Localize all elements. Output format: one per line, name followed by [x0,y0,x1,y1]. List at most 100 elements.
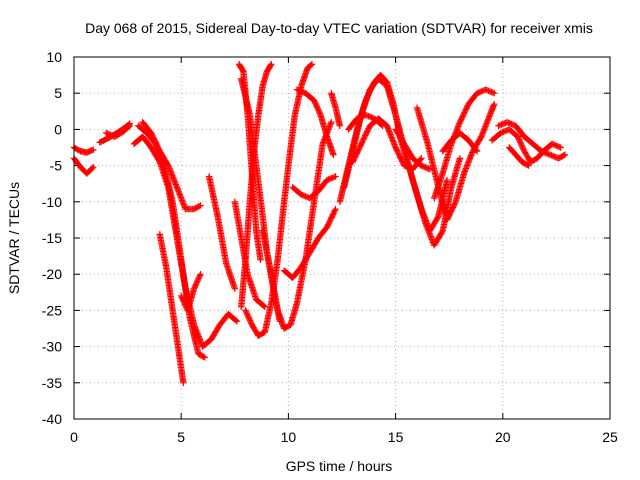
data-point [324,222,331,229]
data-point [296,87,304,94]
data-point [548,152,555,159]
plot-frame [73,56,611,420]
data-point [396,152,403,160]
data-point [423,164,431,172]
data-point [314,105,322,113]
data-point [459,113,466,120]
data-point [154,143,161,151]
series-arc-7 [139,118,204,213]
data-point [307,61,315,69]
data-point [364,126,372,134]
data-point [248,320,255,327]
data-point [358,140,365,148]
data-point [473,90,481,97]
data-point [434,214,441,221]
series-arc-9 [178,271,204,314]
data-point [191,284,198,291]
data-point [485,87,492,94]
data-point [246,315,253,323]
data-point [516,137,523,145]
data-point [359,137,366,145]
axis-ticks: 0 5 10 15 20 25 -40 -35 -30 -25 -20 -15 -10 -5 0 5 10 [42,49,618,445]
data-points [70,61,569,386]
data-point [355,114,362,122]
y-tick-label: -5 [50,158,63,174]
data-point [148,131,156,138]
data-point [397,155,405,162]
data-point [328,214,335,221]
data-point [152,139,160,146]
data-point [362,132,369,139]
data-point [151,138,159,145]
y-tick-label: -35 [42,375,62,391]
data-point [517,139,524,146]
data-point [486,88,494,95]
data-point [418,155,425,162]
data-point [501,120,508,127]
data-point [164,161,171,168]
data-point [336,122,344,129]
data-point [147,129,155,137]
data-point [447,209,454,217]
data-point [420,163,428,171]
series-arc-15 [238,61,275,310]
data-point [200,353,207,360]
data-point [418,162,425,169]
series-arc-26 [413,100,498,224]
data-point [419,163,426,170]
data-point [479,87,486,94]
data-point [358,113,365,120]
data-point [331,208,338,216]
y-tick-label: -10 [42,194,62,210]
data-point [105,131,113,138]
data-point [354,147,362,155]
y-tick-label: 0 [54,121,62,137]
data-point [505,119,512,126]
y-tick-label: 10 [46,49,62,65]
data-point [551,141,559,149]
data-point [327,216,334,224]
y-axis-label: SDTVAR / TECUs [6,182,22,294]
data-point [308,61,316,68]
data-point [462,106,470,113]
data-point [445,213,452,221]
series-arc-3 [96,120,133,146]
data-point [107,131,114,139]
data-point [517,140,525,148]
data-point [476,88,484,96]
data-point [491,100,498,108]
x-tick-label: 20 [495,429,511,445]
data-point [300,192,308,199]
data-point [153,142,161,149]
data-point [197,271,204,278]
x-tick-label: 15 [388,429,404,445]
data-point [461,109,468,116]
data-point [193,279,200,287]
data-point [461,107,469,115]
grid [74,57,610,419]
data-point [194,278,201,285]
data-point [325,221,332,228]
data-point [365,112,372,120]
data-point [243,310,251,317]
data-point [246,317,254,324]
data-point [242,307,249,314]
data-point [550,141,557,148]
data-point [244,311,251,318]
data-point [295,86,302,94]
data-point [315,107,322,114]
data-point [293,86,301,93]
data-point [362,111,369,119]
data-point [446,211,453,218]
data-point [268,61,275,68]
data-point [482,86,489,93]
data-point [312,100,319,107]
data-point [312,101,320,108]
data-point [520,146,527,153]
data-point [444,215,451,222]
data-point [400,162,408,169]
data-point [330,173,338,181]
data-point [405,164,412,171]
data-point [443,176,451,184]
